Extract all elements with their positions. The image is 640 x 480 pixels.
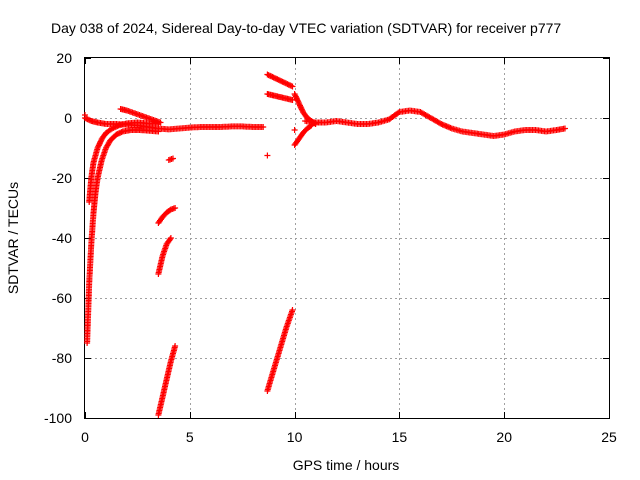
data-point (307, 123, 314, 130)
grid (85, 58, 609, 418)
x-tick-label: 0 (81, 429, 89, 445)
data-point (172, 205, 179, 211)
y-tick-label: -60 (52, 290, 72, 306)
data-point (157, 119, 164, 126)
y-tick-label: -20 (52, 170, 72, 186)
x-tick-labels: 0 5 10 15 20 25 (81, 429, 617, 445)
data-point (167, 236, 174, 243)
y-tick-labels: -100 -80 -60 -40 -20 0 20 (44, 50, 72, 426)
y-tick-label: -80 (52, 350, 72, 366)
data-point (264, 152, 271, 159)
x-axis-label: GPS time / hours (293, 457, 400, 473)
plot-frame (84, 57, 610, 419)
data-point (170, 155, 176, 162)
data-point (395, 109, 402, 116)
y-tick-label: 20 (56, 50, 72, 66)
data-point (289, 97, 296, 103)
data-point (289, 307, 296, 313)
y-tick-label: 0 (64, 110, 72, 126)
y-axis-label: SDTVAR / TECUs (5, 182, 21, 294)
data-point (155, 128, 162, 135)
ticks (85, 58, 610, 419)
data-point (82, 112, 88, 118)
y-tick-label: -40 (52, 230, 72, 246)
x-tick-label: 25 (601, 429, 617, 445)
data-point (172, 343, 179, 349)
x-tick-label: 10 (287, 429, 303, 445)
data-point (291, 127, 298, 133)
data-point (167, 235, 174, 241)
data-point (562, 125, 568, 132)
data-points (82, 71, 568, 418)
x-tick-label: 15 (392, 429, 408, 445)
data-point (289, 83, 296, 90)
chart-title: Day 038 of 2024, Sidereal Day-to-day VTE… (51, 20, 561, 36)
y-tick-label: -100 (44, 410, 72, 426)
data-point (260, 124, 267, 130)
x-tick-label: 20 (496, 429, 512, 445)
x-tick-label: 5 (186, 429, 194, 445)
